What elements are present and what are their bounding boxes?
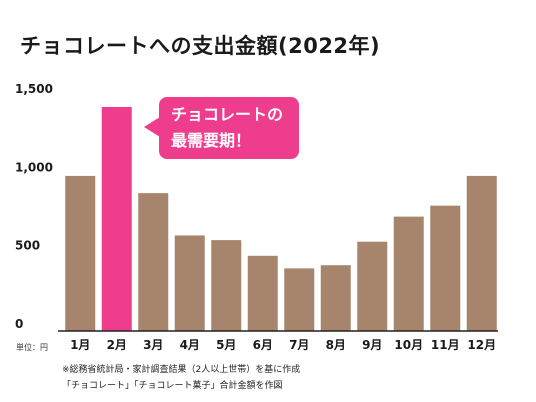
x-tick-label: 7月 [289, 338, 309, 352]
callout-line-1: チョコレートの [171, 105, 284, 124]
bar-11 [430, 205, 461, 331]
x-axis-tick-labels: 1月 2月 3月 4月 5月 6月 7月 8月 9月 10月 11月 12月 [70, 338, 496, 352]
bar-3 [138, 193, 169, 331]
callout-pointer [144, 117, 160, 137]
y-tick-label: 1,500 [15, 82, 53, 96]
callout-box: チョコレートの 最需要期！ [159, 97, 299, 159]
callout-line-2: 最需要期！ [171, 131, 252, 150]
x-tick-label: 4月 [180, 338, 200, 352]
bar-9 [357, 241, 388, 331]
x-tick-label: 3月 [143, 338, 163, 352]
x-tick-label: 11月 [431, 338, 460, 352]
bar-1 [65, 175, 96, 331]
bar-8 [320, 265, 351, 331]
y-tick-label: 1,000 [15, 160, 53, 174]
bar-12 [466, 175, 497, 331]
x-tick-label: 10月 [394, 338, 423, 352]
source-note: ※総務省統計局・家計調査結果（2人以上世帯）を基に作成 [62, 365, 301, 375]
bar-5 [211, 240, 242, 331]
bar-series [65, 106, 497, 331]
bar-2 [101, 106, 132, 331]
x-tick-label: 5月 [216, 338, 236, 352]
x-tick-label: 1月 [70, 338, 90, 352]
bar-6 [247, 255, 278, 331]
y-tick-label: 500 [15, 239, 40, 253]
y-axis-tick-labels: 0 500 1,000 1,500 [15, 82, 53, 331]
x-tick-label: 12月 [467, 338, 496, 352]
chart-title: チョコレートへの支出金額(2022年) [20, 34, 381, 58]
x-tick-label: 8月 [326, 338, 346, 352]
y-tick-label: 0 [15, 317, 23, 331]
bar-7 [284, 268, 315, 331]
method-note: 「チョコレート」「チョコレート菓子」合計金額を作図 [62, 381, 283, 391]
x-tick-label: 9月 [362, 338, 382, 352]
bar-10 [393, 216, 424, 331]
bar-4 [174, 235, 205, 331]
x-tick-label: 6月 [253, 338, 273, 352]
x-tick-label: 2月 [107, 338, 127, 352]
unit-label: 単位：円 [16, 343, 48, 352]
